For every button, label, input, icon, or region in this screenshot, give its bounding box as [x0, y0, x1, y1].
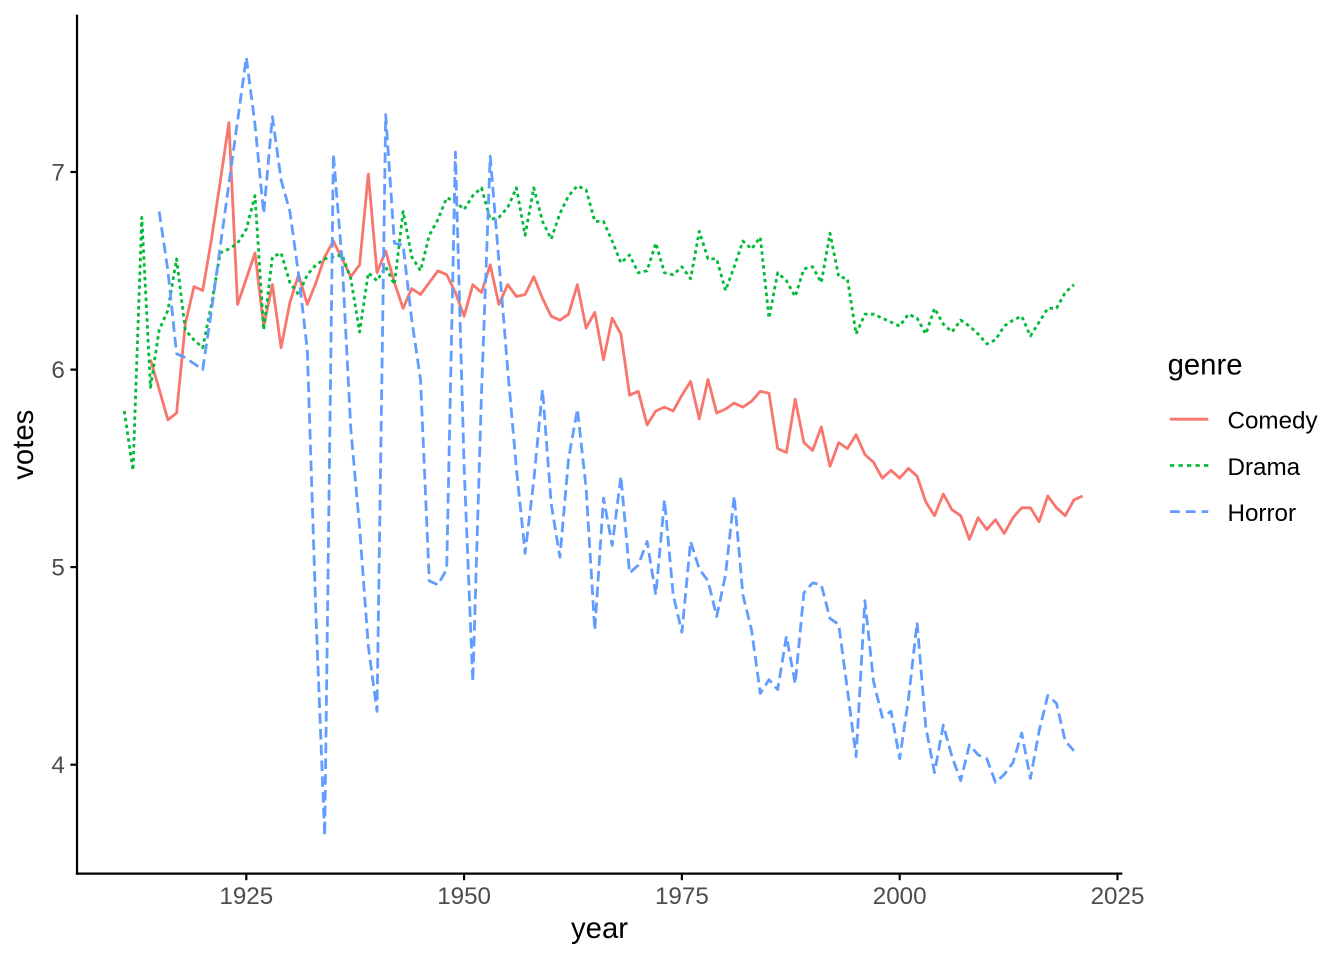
svg-text:genre: genre [1168, 348, 1243, 381]
svg-text:2025: 2025 [1091, 883, 1145, 910]
svg-text:1975: 1975 [655, 883, 709, 910]
svg-text:year: year [571, 912, 628, 945]
svg-text:7: 7 [51, 159, 64, 186]
svg-text:votes: votes [7, 410, 40, 480]
svg-text:4: 4 [51, 752, 64, 779]
svg-text:5: 5 [51, 555, 64, 582]
svg-text:Drama: Drama [1228, 454, 1301, 481]
svg-text:1925: 1925 [219, 883, 273, 910]
svg-text:1950: 1950 [437, 883, 491, 910]
svg-text:6: 6 [51, 357, 64, 384]
svg-text:Horror: Horror [1228, 500, 1297, 527]
svg-text:2000: 2000 [873, 883, 927, 910]
svg-text:Comedy: Comedy [1228, 408, 1319, 435]
